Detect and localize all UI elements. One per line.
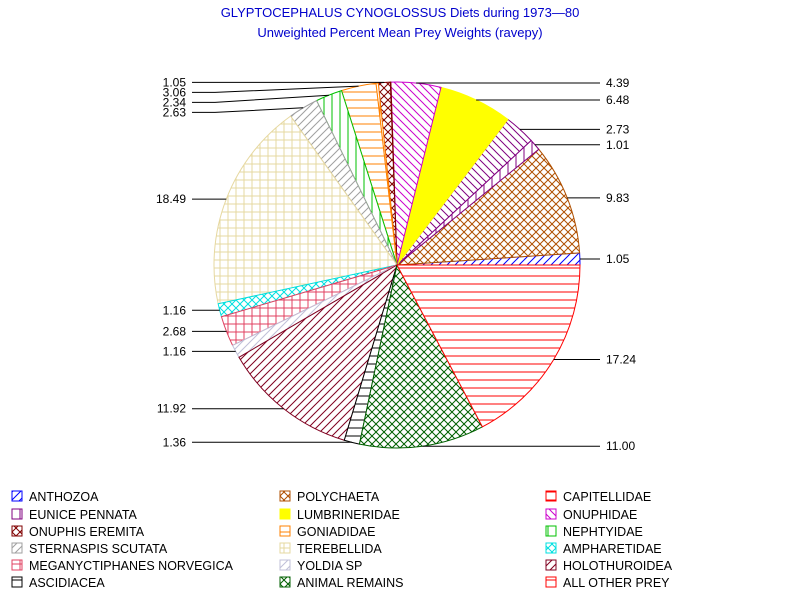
- legend-entry-capitellidae: CAPITELLIDAE: [545, 490, 651, 504]
- legend-entry-polychaeta: POLYCHAETA: [279, 490, 380, 504]
- slice-value-label: 2.68: [163, 324, 187, 338]
- leader-line-meganyctiphanes-norvegica: [192, 85, 359, 93]
- legend-swatch: [279, 559, 291, 571]
- slice-value-label: 6.48: [606, 93, 630, 107]
- legend: ANTHOZOA POLYCHAETA CAPITELLIDAE EUNICE PEN…: [11, 490, 673, 590]
- legend-swatch: [545, 542, 557, 554]
- slice-value-label: 1.16: [163, 344, 187, 358]
- slice-value-label: 1.36: [163, 435, 187, 449]
- legend-entry-nephtyidae: NEPHTYIDAE: [545, 525, 643, 539]
- legend-entry-meganyctiphanes-norvegica: MEGANYCTIPHANES NORVEGICA: [11, 559, 234, 573]
- slice-value-label: 4.39: [606, 76, 630, 90]
- legend-swatch: [279, 508, 291, 520]
- legend-entry-anthozoa: ANTHOZOA: [11, 490, 99, 504]
- slice-value-label: 1.05: [163, 75, 187, 89]
- legend-label: YOLDIA SP: [297, 559, 362, 573]
- pie-slice-ascidiacea: [213, 115, 398, 305]
- legend-swatch: [11, 490, 23, 502]
- slice-value-label: 1.16: [163, 303, 187, 317]
- legend-entry-animal-remains: ANIMAL REMAINS: [279, 576, 404, 590]
- slice-value-label: 9.83: [606, 191, 630, 205]
- legend-swatch: [545, 559, 557, 571]
- legend-label: ANIMAL REMAINS: [297, 576, 404, 590]
- legend-entry-onuphidae: ONUPHIDAE: [545, 508, 637, 522]
- legend-swatch: [11, 508, 23, 520]
- legend-swatch: [545, 490, 557, 502]
- legend-label: ANTHOZOA: [29, 490, 99, 504]
- legend-label: ONUPHIDAE: [563, 508, 637, 522]
- pie-slice-extra-4: [358, 263, 484, 449]
- legend-swatch: [11, 525, 23, 537]
- legend-label: AMPHARETIDAE: [563, 542, 662, 556]
- legend-entry-onuphis-eremita: ONUPHIS EREMITA: [11, 525, 145, 539]
- legend-swatch: [545, 525, 557, 537]
- slice-value-label: 2.73: [606, 122, 630, 136]
- legend-entry-goniadidae: GONIADIDAE: [279, 525, 376, 539]
- slice-value-label: 18.49: [156, 192, 186, 206]
- leader-line-yoldia-sp: [192, 94, 329, 103]
- leader-line-holothuroidea: [192, 107, 304, 113]
- legend-entry-holothuroidea: HOLOTHUROIDEA: [545, 559, 673, 573]
- legend-swatch: [11, 542, 23, 554]
- slice-value-label: 3.06: [163, 85, 187, 99]
- legend-swatch: [279, 490, 291, 502]
- legend-label: HOLOTHUROIDEA: [563, 559, 673, 573]
- chart-subtitle: Unweighted Percent Mean Prey Weights (ra…: [257, 25, 542, 40]
- legend-label: ASCIDIACEA: [29, 576, 105, 590]
- pie-slice-polychaeta: [395, 148, 581, 266]
- legend-label: POLYCHAETA: [297, 490, 380, 504]
- chart-title: GLYPTOCEPHALUS CYNOGLOSSUS Diets during …: [221, 5, 580, 20]
- legend-entry-eunice-pennata: EUNICE PENNATA: [11, 508, 138, 522]
- legend-label: NEPHTYIDAE: [563, 525, 643, 539]
- legend-entry-terebellida: TEREBELLIDA: [279, 542, 382, 556]
- legend-label: STERNASPIS SCUTATA: [29, 542, 168, 556]
- legend-swatch: [279, 576, 291, 588]
- legend-swatch: [545, 508, 557, 520]
- legend-label: CAPITELLIDAE: [563, 490, 651, 504]
- slice-value-label: 17.24: [606, 353, 636, 367]
- legend-swatch: [279, 542, 291, 554]
- slice-value-label: 1.01: [606, 138, 630, 152]
- pie-slice-extra-2: [238, 263, 398, 441]
- slice-value-label: 11.00: [606, 439, 635, 453]
- legend-label: LUMBRINERIDAE: [297, 508, 400, 522]
- legend-label: MEGANYCTIPHANES NORVEGICA: [29, 559, 234, 573]
- legend-swatch: [11, 576, 23, 588]
- legend-label: TEREBELLIDA: [297, 542, 382, 556]
- legend-label: GONIADIDAE: [297, 525, 376, 539]
- slice-value-label: 2.63: [163, 105, 187, 119]
- legend-label: ONUPHIS EREMITA: [29, 525, 145, 539]
- legend-label: ALL OTHER PREY: [563, 576, 670, 590]
- slice-value-label: 1.05: [606, 252, 630, 266]
- slice-value-label: 2.34: [163, 95, 187, 109]
- slice-value-label: 11.92: [157, 402, 186, 416]
- pie-slices: [213, 81, 581, 449]
- legend-entry-yoldia-sp: YOLDIA SP: [279, 559, 362, 573]
- legend-swatch: [545, 576, 557, 588]
- legend-entry-all-other-prey: ALL OTHER PREY: [545, 576, 670, 590]
- legend-entry-ascidiacea: ASCIDIACEA: [11, 576, 105, 590]
- legend-swatch: [279, 525, 291, 537]
- slice-label-leaders: 4.396.482.731.019.831.0517.2411.001.053.…: [156, 75, 636, 453]
- legend-swatch: [11, 559, 23, 571]
- legend-label: EUNICE PENNATA: [29, 508, 138, 522]
- legend-entry-sternaspis-scutata: STERNASPIS SCUTATA: [11, 542, 168, 556]
- legend-entry-lumbrineridae: LUMBRINERIDAE: [279, 508, 400, 522]
- legend-entry-ampharetidae: AMPHARETIDAE: [545, 542, 662, 556]
